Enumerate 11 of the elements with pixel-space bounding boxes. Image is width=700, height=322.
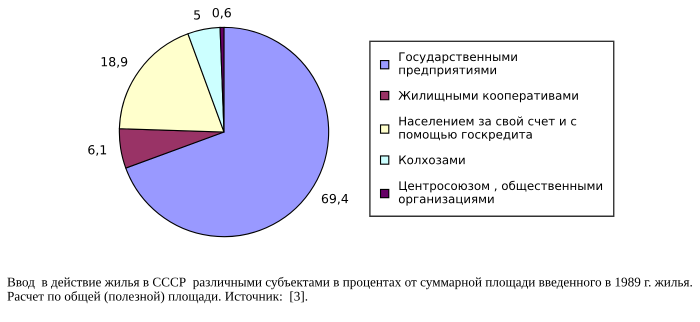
- data-label: 18,9: [102, 56, 128, 68]
- legend-label: Государственными предприятиями: [399, 52, 517, 77]
- data-label: 6,1: [88, 145, 106, 156]
- legend-label: Жилищными кооперативами: [398, 91, 578, 102]
- text: Ввод в действие жилья в СССР различными субъектами в процентах от суммарной площади введенного в 1989 г. жилья. Расчет по общей (полезной) площади. Источник: [3].: [7, 276, 692, 304]
- legend-label: Населением за свой счет и с помощью госкредита: [399, 116, 576, 142]
- legend-label: Центросоюзом , общественными организациями: [398, 180, 602, 206]
- data-label: 69,4: [322, 194, 348, 205]
- legend-label: Колхозами: [399, 156, 465, 164]
- data-label: 0,6: [212, 8, 231, 19]
- data-label: 5: [194, 10, 200, 20]
